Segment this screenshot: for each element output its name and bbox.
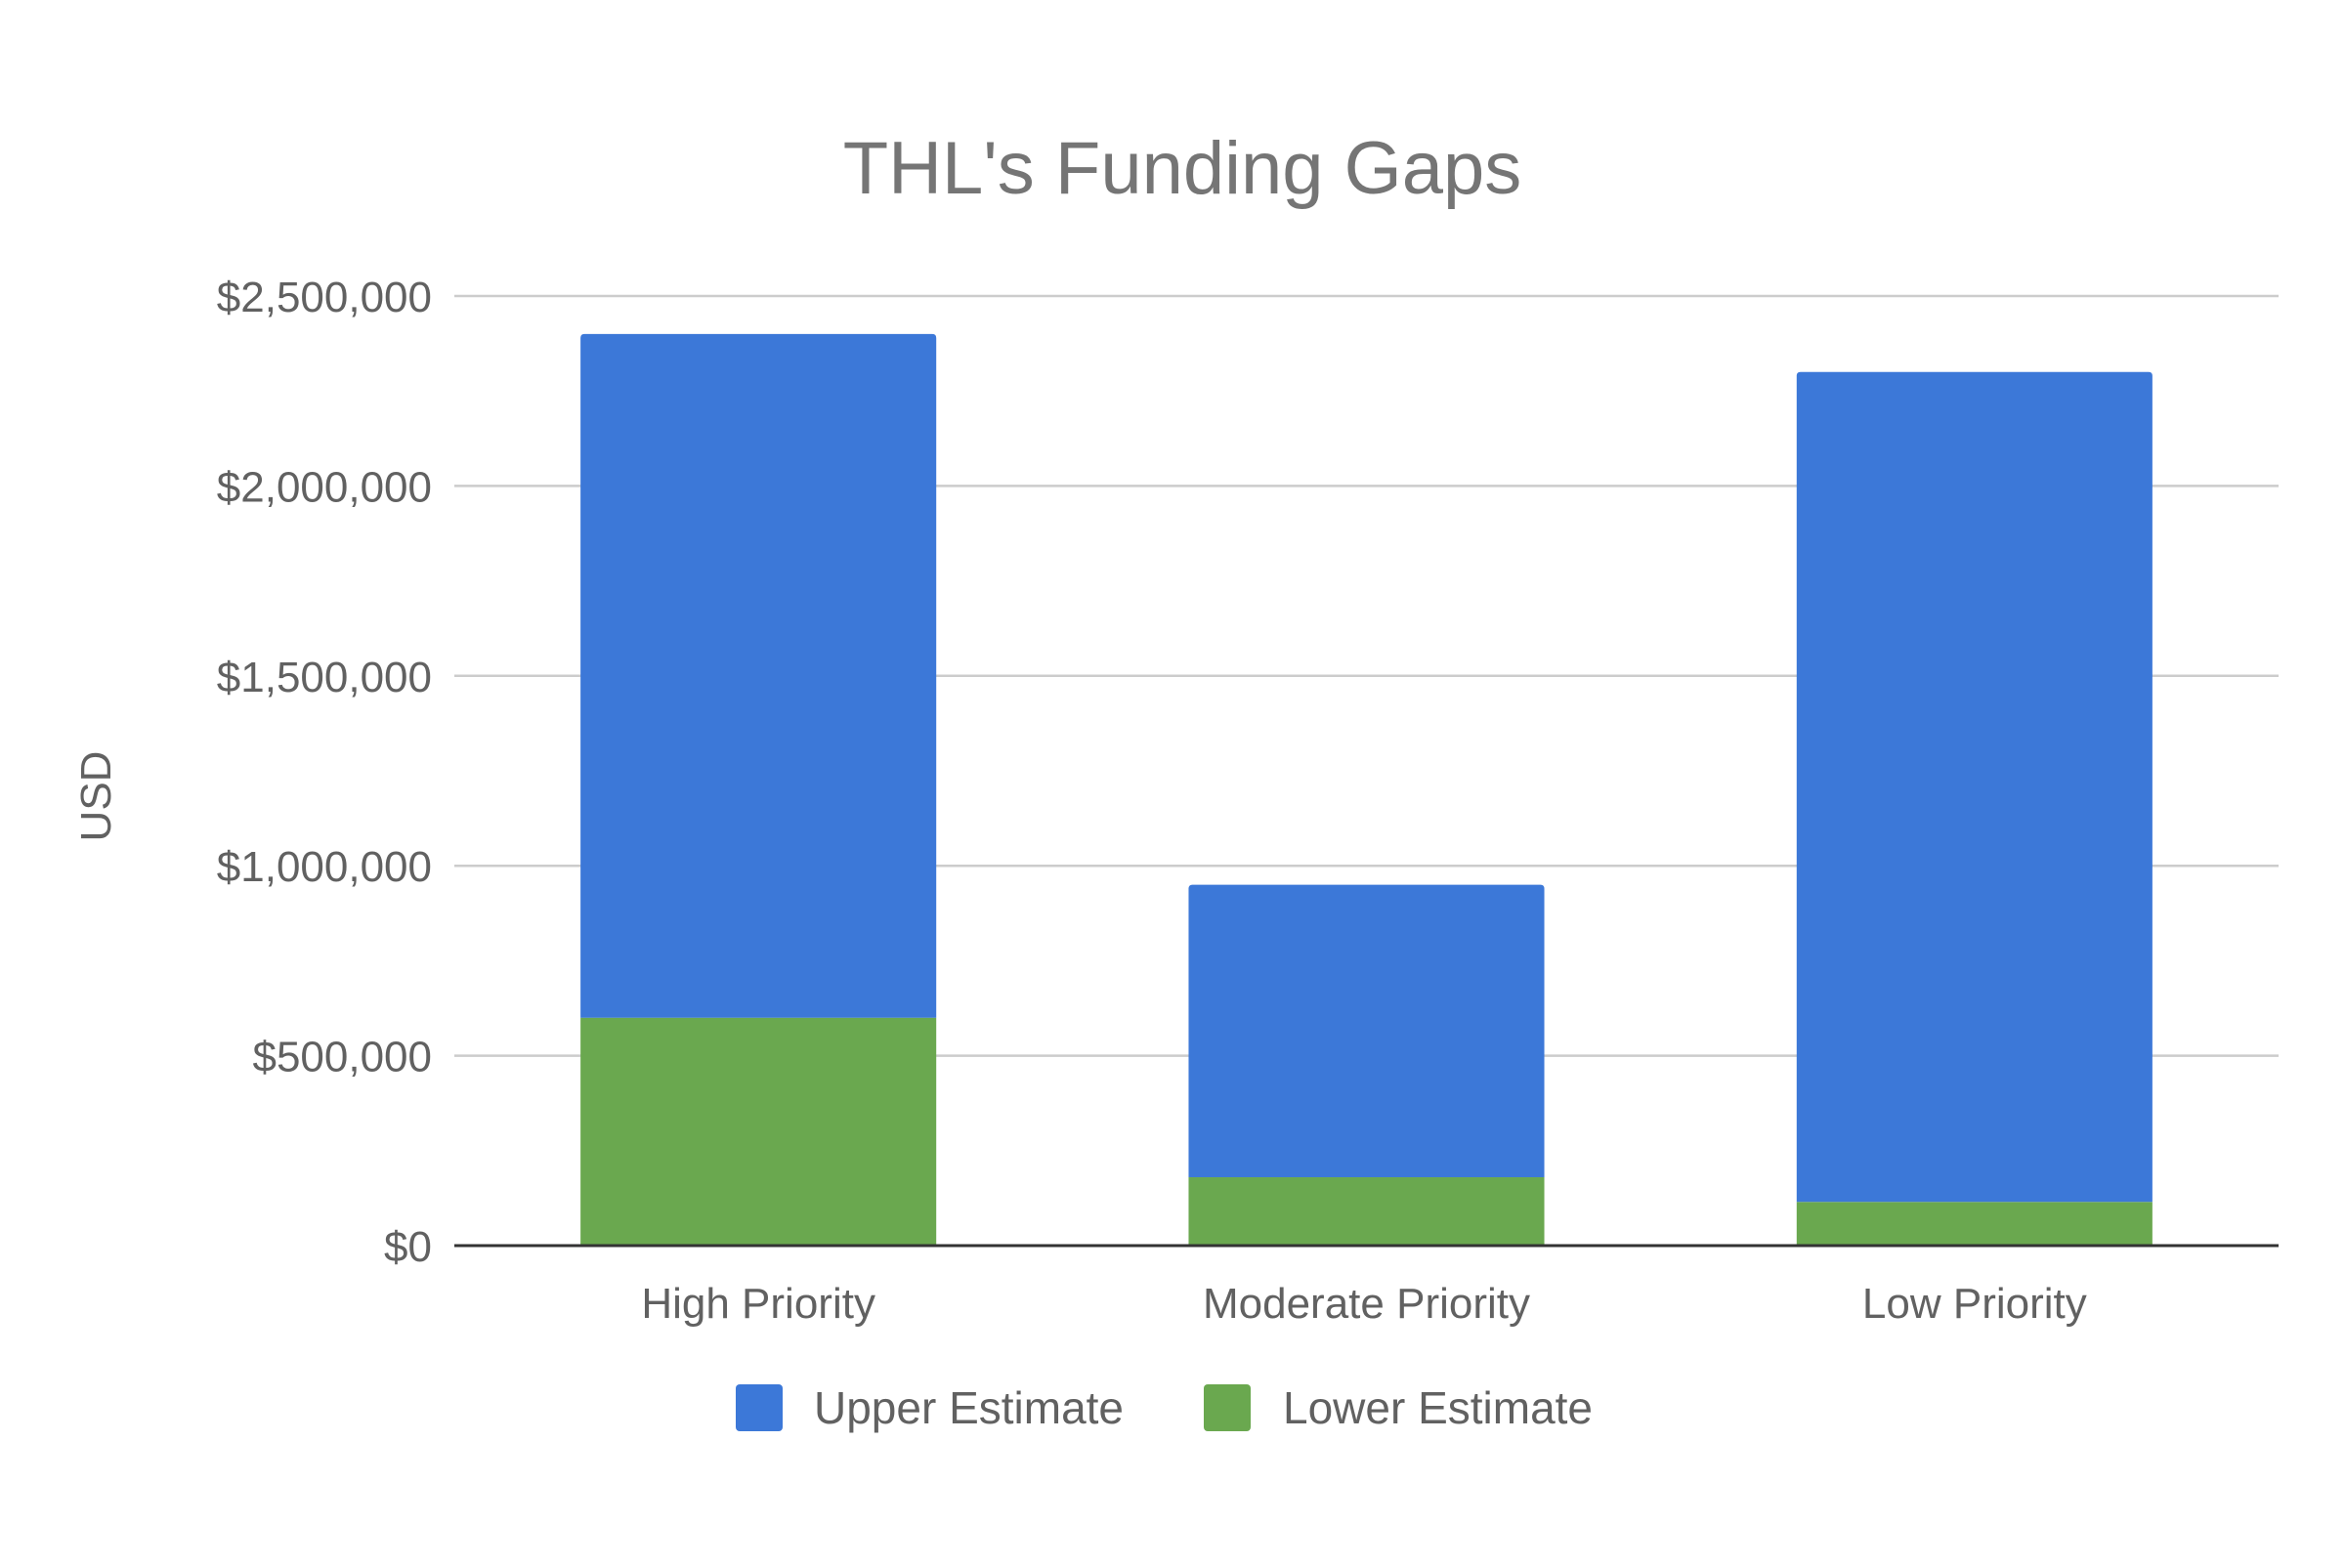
- x-tick-label: Low Priority: [1862, 1280, 2087, 1328]
- y-tick-label: $500,000: [252, 1034, 432, 1081]
- x-tick-label: High Priority: [641, 1280, 875, 1328]
- legend-label: Upper Estimate: [814, 1382, 1124, 1433]
- bar-segment: [580, 1017, 937, 1246]
- chart-title: THL's Funding Gaps: [843, 127, 1522, 210]
- x-tick-labels: High Priority Moderate Priority Low Priori…: [641, 1280, 2086, 1328]
- y-tick-labels: $0 $500,000 $1,000,000 $1,500,000 $2,000,000…: [217, 274, 432, 1271]
- legend-label: Lower Estimate: [1283, 1382, 1593, 1433]
- legend-swatch: [736, 1384, 783, 1431]
- bars: [580, 333, 2153, 1246]
- bar-segment: [1796, 371, 2153, 1203]
- bar-segment: [1188, 1177, 1545, 1246]
- bar-segment: [580, 333, 937, 1018]
- y-tick-label: $1,000,000: [217, 843, 432, 891]
- bar-segment: [1796, 1202, 2153, 1246]
- y-tick-label: $1,500,000: [217, 654, 432, 701]
- y-tick-label: $2,000,000: [217, 463, 432, 511]
- y-tick-label: $2,500,000: [217, 274, 432, 321]
- legend: Upper Estimate Lower Estimate: [736, 1382, 1593, 1433]
- y-tick-label: $0: [384, 1223, 432, 1271]
- legend-swatch: [1204, 1384, 1251, 1431]
- bar-segment: [1188, 884, 1545, 1178]
- y-axis-label: USD: [72, 751, 120, 842]
- x-tick-label: Moderate Priority: [1203, 1280, 1530, 1328]
